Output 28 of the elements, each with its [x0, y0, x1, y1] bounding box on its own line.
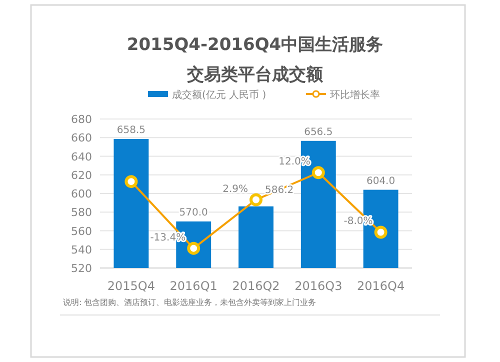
data-label: 656.5: [304, 126, 333, 138]
data-label: 658.5: [116, 125, 146, 136]
legend-label: 环比增长率: [330, 89, 380, 101]
point: [124, 175, 138, 188]
chart-subtitle: 交易类平台成交额: [186, 65, 324, 85]
point: [250, 193, 262, 206]
x-tick-label: 2016Q1: [170, 279, 218, 293]
y-tick-label: 680: [71, 113, 92, 126]
y-tick-label: 660: [71, 132, 92, 145]
x-tick-label: 2016Q2: [232, 279, 280, 293]
text: 说明: 包含团购、酒店预订、电影选座业务，未包含外卖等到家上门业务: [63, 298, 316, 307]
data-label: 2.9%: [222, 184, 248, 195]
legend-label: 成交额(亿元 人民币 ): [172, 89, 266, 101]
point: [374, 226, 388, 239]
data-label: 570.0: [179, 207, 208, 218]
y-tick-label: 620: [71, 168, 92, 182]
y-tick-label: 560: [71, 224, 92, 238]
x-tick-label: 2016Q4: [356, 279, 405, 293]
y-tick-label: 580: [71, 206, 92, 220]
y-tick-label: 520: [71, 262, 92, 275]
point: [312, 166, 325, 180]
y-tick-label: 640: [71, 150, 92, 164]
y-tick-label: 600: [71, 188, 92, 200]
data-label: 604.0: [366, 176, 396, 187]
chart-title: 2015Q4-2016Q4中国生活服务: [126, 35, 384, 55]
y-tick-label: 540: [71, 243, 92, 256]
x-tick-label: 2016Q3: [294, 279, 342, 293]
x-tick-label: 2015Q4: [107, 279, 156, 293]
